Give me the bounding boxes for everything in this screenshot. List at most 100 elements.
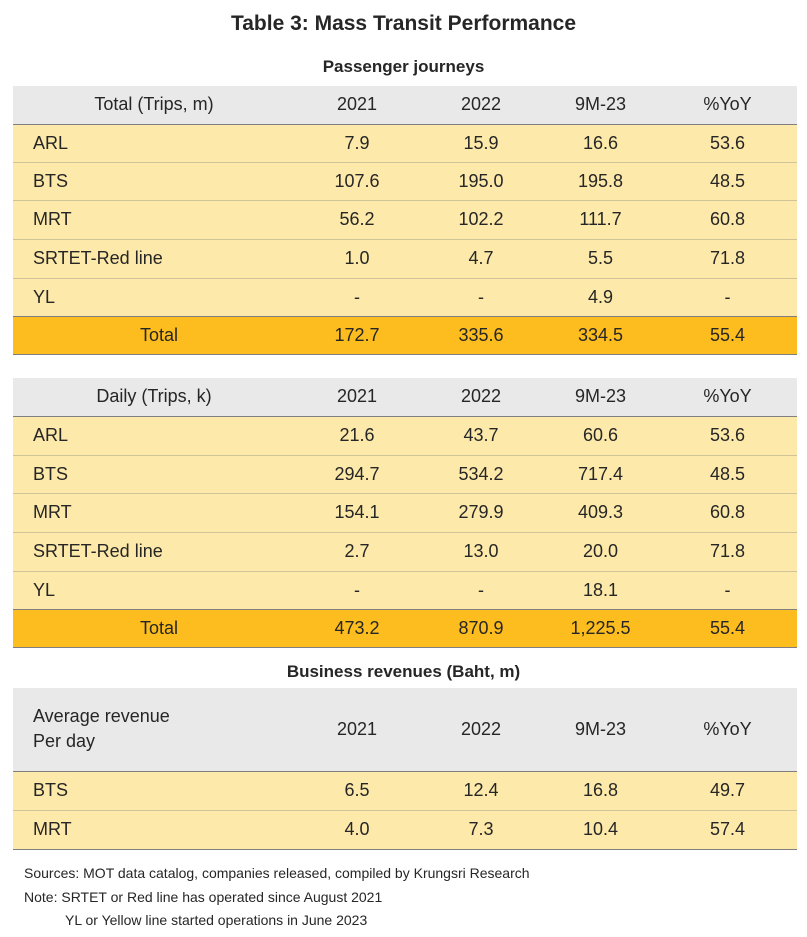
sources-note: Sources: MOT data catalog, companies rel… xyxy=(24,865,530,881)
header-2021: 2021 xyxy=(295,378,419,417)
header-2022: 2022 xyxy=(419,688,543,772)
cell: 5.5 xyxy=(543,238,658,278)
table-row: SRTET-Red line 1.0 4.7 5.5 71.8 xyxy=(13,238,797,278)
header-2021: 2021 xyxy=(295,86,419,125)
daily-trips-table: Daily (Trips, k) 2021 2022 9M-23 %YoY AR… xyxy=(13,378,797,648)
cell: 60.8 xyxy=(658,492,797,532)
row-label: SRTET-Red line xyxy=(13,238,295,278)
row-label: BTS xyxy=(13,161,295,200)
cell: 13.0 xyxy=(419,531,543,571)
header-yoy: %YoY xyxy=(658,378,797,417)
cell: 7.3 xyxy=(419,809,543,850)
page-title: Table 3: Mass Transit Performance xyxy=(230,12,577,35)
cell: 4.9 xyxy=(543,277,658,316)
cell: 107.6 xyxy=(295,161,419,200)
cell: 16.6 xyxy=(582,132,619,153)
cell: 473.2 xyxy=(295,608,419,648)
row-label: YL xyxy=(13,277,295,316)
table-row: SRTET-Red line 2.7 13.0 20.0 71.8 xyxy=(13,531,797,571)
cell: 71.8 xyxy=(658,238,797,278)
cell: - xyxy=(295,277,419,316)
cell: 870.9 xyxy=(419,608,543,648)
header-yoy: %YoY xyxy=(658,688,797,772)
header-yoy: %YoY xyxy=(658,86,797,125)
cell: 534.2 xyxy=(419,454,543,493)
total-label: Total xyxy=(13,608,295,648)
revenues-table: Average revenue Per day 2021 2022 9M-23 … xyxy=(13,688,797,850)
cell: 53.6 xyxy=(709,132,746,153)
cell: 195.0 xyxy=(419,161,543,200)
cell: 172.7 xyxy=(295,315,419,355)
row-label: MRT xyxy=(13,809,295,850)
cell: - xyxy=(419,277,543,316)
table-header-row: Total (Trips, m) 2021 2022 9M-23 %YoY xyxy=(13,86,797,125)
passenger-journeys-heading: Passenger journeys xyxy=(322,57,485,76)
row-label: SRTET-Red line xyxy=(13,531,295,571)
header-2021: 2021 xyxy=(295,688,419,772)
row-label: ARL xyxy=(33,425,69,445)
table-row: YL - - 4.9 - xyxy=(13,277,797,316)
cell: 1,225.5 xyxy=(543,608,658,648)
total-label: Total xyxy=(13,315,295,355)
cell: 21.6 xyxy=(339,425,375,445)
cell: 48.5 xyxy=(658,454,797,493)
header-2022: 2022 xyxy=(419,378,543,417)
header-9m23: 9M-23 xyxy=(543,378,658,417)
cell: 195.8 xyxy=(543,161,658,200)
header-label-line2: Per day xyxy=(33,731,96,752)
table-row: YL - - 18.1 - xyxy=(13,570,797,609)
cell: 111.7 xyxy=(543,199,658,239)
row-label: BTS xyxy=(33,780,69,800)
header-2022: 2022 xyxy=(419,86,543,125)
cell: 60.8 xyxy=(658,199,797,239)
cell: 4.0 xyxy=(295,809,419,850)
cell: 18.1 xyxy=(543,570,658,609)
header-label: Average revenue Per day xyxy=(13,688,295,772)
row-label: BTS xyxy=(13,454,295,493)
table-row: BTS 107.6 195.0 195.8 48.5 xyxy=(13,161,797,200)
header-label-line1: Average revenue xyxy=(33,706,170,727)
cell: 2.7 xyxy=(295,531,419,571)
business-revenues-heading: Business revenues (Baht, m) xyxy=(286,662,521,681)
total-row: Total 172.7 335.6 334.5 55.4 xyxy=(13,315,797,355)
cell: 279.9 xyxy=(419,492,543,532)
cell: 335.6 xyxy=(419,315,543,355)
table-row: ARL 7.9 15.9 16.6 53.6 xyxy=(13,124,797,162)
table-row: BTS 6.5 12.4 16.8 49.7 xyxy=(13,771,797,810)
cell: 154.1 xyxy=(295,492,419,532)
header-9m23: 9M-23 xyxy=(543,688,658,772)
table-row: MRT 56.2 102.2 111.7 60.8 xyxy=(13,199,797,239)
table-row: BTS 294.7 534.2 717.4 48.5 xyxy=(13,454,797,493)
row-label: MRT xyxy=(13,199,295,239)
cell: - xyxy=(658,570,797,609)
table-row: ARL 21.6 43.7 60.6 53.6 xyxy=(13,416,797,455)
cell: - xyxy=(658,277,797,316)
cell: 55.4 xyxy=(658,315,797,355)
cell: 12.4 xyxy=(463,780,499,800)
cell: - xyxy=(295,570,419,609)
row-label: MRT xyxy=(13,492,295,532)
cell: 10.4 xyxy=(543,809,658,850)
footnotes: Sources: MOT data catalog, companies rel… xyxy=(24,862,530,933)
row-label: YL xyxy=(13,570,295,609)
cell: 4.7 xyxy=(419,238,543,278)
table-row: MRT 4.0 7.3 10.4 57.4 xyxy=(13,809,797,850)
header-9m23: 9M-23 xyxy=(543,86,658,125)
note-red-line: Note: SRTET or Red line has operated sin… xyxy=(24,888,383,905)
cell: 1.0 xyxy=(295,238,419,278)
note-yellow-line: YL or Yellow line started operations in … xyxy=(65,912,368,928)
cell: 57.4 xyxy=(658,809,797,850)
cell: 16.8 xyxy=(582,780,619,800)
cell: 409.3 xyxy=(543,492,658,532)
table-header-row: Daily (Trips, k) 2021 2022 9M-23 %YoY xyxy=(13,378,797,417)
cell: 53.6 xyxy=(709,425,746,445)
table-row: MRT 154.1 279.9 409.3 60.8 xyxy=(13,492,797,532)
header-label: Daily (Trips, k) xyxy=(13,378,295,417)
cell: 15.9 xyxy=(463,132,499,153)
cell: 102.2 xyxy=(419,199,543,239)
cell: 717.4 xyxy=(543,454,658,493)
header-label: Total (Trips, m) xyxy=(13,86,295,125)
cell: 48.5 xyxy=(658,161,797,200)
cell: 6.5 xyxy=(344,780,370,800)
cell: 294.7 xyxy=(295,454,419,493)
